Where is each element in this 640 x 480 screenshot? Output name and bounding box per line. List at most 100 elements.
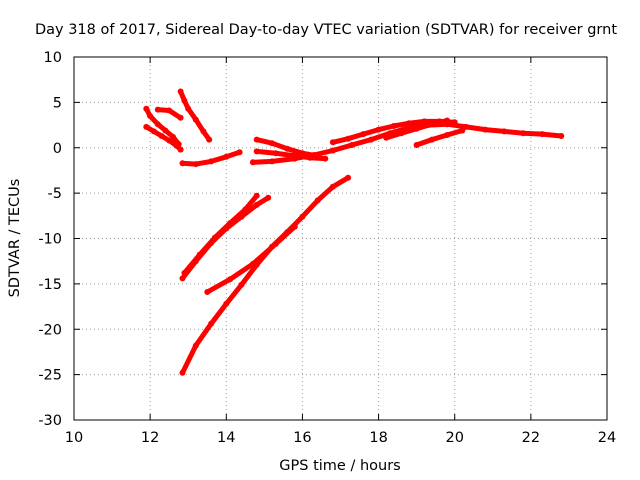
data-series bbox=[413, 127, 466, 148]
data-point bbox=[150, 128, 157, 135]
data-point bbox=[177, 114, 184, 121]
data-point bbox=[451, 119, 458, 126]
data-point bbox=[154, 121, 161, 128]
data-point bbox=[192, 116, 199, 123]
y-tick-label: -15 bbox=[38, 277, 62, 293]
x-tick-label: 20 bbox=[445, 430, 463, 446]
data-point bbox=[539, 131, 546, 138]
data-point bbox=[166, 137, 173, 144]
x-tick-label: 12 bbox=[141, 430, 159, 446]
data-point bbox=[162, 127, 169, 134]
data-point bbox=[192, 161, 199, 168]
chart-title: Day 318 of 2017, Sidereal Day-to-day VTE… bbox=[35, 22, 617, 38]
data-series bbox=[177, 88, 213, 143]
data-point bbox=[143, 105, 150, 112]
x-tick-label: 16 bbox=[293, 430, 311, 446]
data-point bbox=[398, 130, 405, 137]
data-point bbox=[558, 133, 565, 139]
data-point bbox=[185, 105, 192, 112]
data-point bbox=[179, 369, 186, 376]
data-point bbox=[291, 155, 298, 162]
data-point bbox=[421, 118, 428, 125]
data-point bbox=[329, 147, 336, 154]
data-point bbox=[227, 276, 234, 283]
data-point bbox=[181, 97, 188, 104]
data-point bbox=[249, 159, 256, 166]
data-point bbox=[177, 146, 184, 153]
series-line bbox=[414, 128, 465, 148]
data-point bbox=[360, 131, 367, 138]
data-point bbox=[348, 142, 355, 148]
data-series bbox=[179, 194, 272, 282]
data-point bbox=[269, 158, 275, 165]
data-point bbox=[428, 136, 435, 143]
y-tick-label: 5 bbox=[53, 95, 62, 111]
data-point bbox=[482, 126, 489, 133]
data-series bbox=[179, 174, 352, 376]
data-point bbox=[314, 197, 321, 204]
data-point bbox=[179, 275, 186, 282]
data-point bbox=[284, 229, 291, 236]
data-point bbox=[253, 148, 260, 155]
y-tick-label: -5 bbox=[48, 186, 62, 202]
x-tick-label: 14 bbox=[217, 430, 235, 446]
data-point bbox=[236, 149, 243, 156]
data-point bbox=[204, 289, 211, 295]
data-point bbox=[177, 88, 184, 95]
data-point bbox=[459, 127, 466, 134]
data-point bbox=[192, 258, 199, 265]
data-series bbox=[143, 123, 184, 153]
data-point bbox=[223, 153, 230, 160]
x-tick-label: 18 bbox=[369, 430, 387, 446]
ticks bbox=[73, 56, 608, 421]
data-point bbox=[223, 225, 230, 232]
y-tick-label: -25 bbox=[38, 368, 62, 384]
data-point bbox=[272, 150, 279, 157]
data-point bbox=[413, 142, 420, 148]
data-point bbox=[368, 136, 374, 143]
data-point bbox=[413, 125, 420, 132]
data-series bbox=[143, 105, 182, 148]
x-tick-label: 24 bbox=[598, 430, 616, 446]
data-point bbox=[223, 300, 230, 307]
data-point bbox=[428, 121, 435, 128]
data-point bbox=[375, 126, 382, 133]
data-point bbox=[238, 213, 245, 220]
data-point bbox=[310, 152, 317, 158]
data-point bbox=[253, 136, 260, 143]
x-tick-label: 10 bbox=[65, 430, 83, 446]
data-point bbox=[463, 123, 470, 130]
data-point bbox=[238, 281, 245, 288]
y-axis-label: SDTVAR / TECUs bbox=[7, 179, 23, 298]
x-tick-labels: 10 12 14 16 18 20 22 24 bbox=[65, 430, 616, 446]
data-point bbox=[192, 342, 199, 349]
data-point bbox=[322, 155, 329, 162]
y-tick-label: 0 bbox=[53, 141, 62, 157]
x-axis-label: GPS time / hours bbox=[279, 458, 400, 474]
data-point bbox=[329, 139, 336, 146]
data-point bbox=[166, 107, 173, 114]
data-layer bbox=[143, 88, 565, 376]
x-tick-label: 22 bbox=[522, 430, 540, 446]
data-point bbox=[269, 140, 275, 147]
data-point bbox=[147, 113, 154, 119]
data-point bbox=[253, 261, 260, 268]
data-point bbox=[154, 106, 161, 113]
plot-frame bbox=[73, 56, 608, 421]
data-point bbox=[173, 142, 180, 149]
data-point bbox=[143, 123, 150, 130]
data-series bbox=[179, 149, 243, 168]
y-tick-label: 10 bbox=[44, 50, 62, 66]
data-point bbox=[345, 135, 352, 142]
data-point bbox=[208, 240, 215, 246]
data-point bbox=[444, 132, 451, 138]
grid bbox=[74, 57, 607, 420]
data-point bbox=[444, 117, 451, 124]
data-point bbox=[208, 158, 215, 165]
data-point bbox=[170, 133, 176, 140]
data-point bbox=[179, 160, 186, 167]
data-point bbox=[208, 320, 215, 327]
data-point bbox=[200, 128, 207, 135]
data-point bbox=[269, 243, 275, 250]
